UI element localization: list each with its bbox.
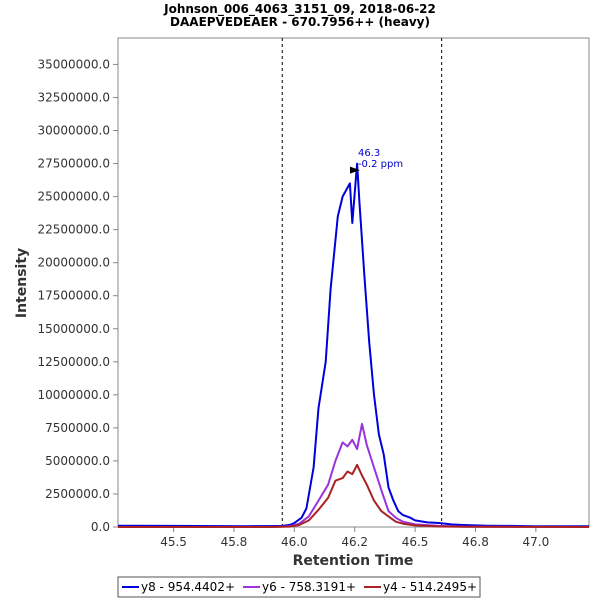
peak-annotation-rt: 46.3 xyxy=(358,148,380,159)
x-axis: 45.5 45.8 46.0 46.2 46.5 46.8 47.0 xyxy=(160,527,549,549)
legend-box xyxy=(117,576,481,598)
y-axis-label: Intensity xyxy=(14,248,30,318)
y-tick-label: 25000000.0 xyxy=(37,190,110,204)
series-lines xyxy=(117,162,590,528)
y-tick-label: 2500000.0 xyxy=(45,487,110,501)
legend-item-label: y8 - 954.4402+ xyxy=(141,580,235,594)
x-tick-label: 46.0 xyxy=(281,535,308,549)
chart-subtitle: DAAEPVEDEAER - 670.7956++ (heavy) xyxy=(170,15,430,29)
y-tick-label: 17500000.0 xyxy=(37,289,110,303)
peak-annotation: 46.3 -0.2 ppm xyxy=(349,148,403,174)
x-tick-label: 46.2 xyxy=(341,535,368,549)
series-line xyxy=(118,422,590,528)
y-tick-label: 15000000.0 xyxy=(37,322,110,336)
legend-item-label: y4 - 514.2495+ xyxy=(383,580,477,594)
x-tick-label: 45.5 xyxy=(160,535,187,549)
y-tick-label: 5000000.0 xyxy=(45,454,110,468)
y-tick-label: 35000000.0 xyxy=(37,57,110,71)
x-tick-label: 45.8 xyxy=(221,535,248,549)
x-tick-label: 46.5 xyxy=(402,535,429,549)
y-tick-label: 7500000.0 xyxy=(45,421,110,435)
y-tick-label: 10000000.0 xyxy=(37,388,110,402)
plot-area xyxy=(117,37,590,528)
x-tick-label: 47.0 xyxy=(523,535,550,549)
series-line xyxy=(118,463,590,528)
y-tick-label: 22500000.0 xyxy=(37,223,110,237)
y-tick-label: 30000000.0 xyxy=(37,124,110,138)
peak-annotation-ppm: -0.2 ppm xyxy=(358,159,403,170)
chart-title: Johnson_006_4063_3151_09, 2018-06-22 xyxy=(163,2,436,17)
y-axis: 0.0 2500000.0 5000000.0 7500000.0 10000000.0… xyxy=(37,57,118,534)
peak-arrow-marker xyxy=(349,166,360,174)
x-axis-label: Retention Time xyxy=(293,553,414,569)
legend-item-label: y6 - 758.3191+ xyxy=(262,580,356,594)
y-tick-label: 20000000.0 xyxy=(37,256,110,270)
y-tick-label: 0.0 xyxy=(91,520,110,534)
y-tick-label: 32500000.0 xyxy=(37,90,110,104)
series-line xyxy=(117,162,590,528)
legend: y8 - 954.4402+ y6 - 758.3191+ y4 - 514.249… xyxy=(117,576,481,598)
y-tick-label: 12500000.0 xyxy=(37,355,110,369)
y-tick-label: 27500000.0 xyxy=(37,157,110,171)
x-tick-label: 46.8 xyxy=(462,535,489,549)
